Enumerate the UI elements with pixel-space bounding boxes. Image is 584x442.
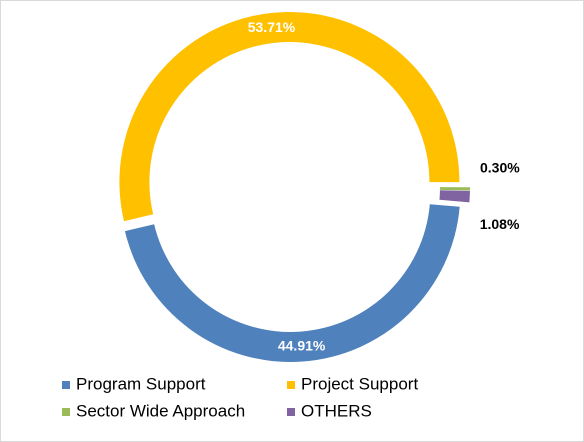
legend-swatch [287,408,295,416]
legend-swatch [62,408,70,416]
data-label: 44.91% [278,337,326,353]
donut-segment [119,12,460,222]
data-label: 1.08% [480,216,520,232]
donut-segment [439,187,470,191]
legend-swatch [287,381,295,389]
data-label: 53.71% [248,19,296,35]
legend-label: OTHERS [301,401,372,420]
legend-label: Project Support [301,374,418,393]
legend-label: Program Support [76,374,206,393]
data-label: 0.30% [480,160,520,176]
donut-segment [124,204,460,362]
legend-label: Sector Wide Approach [76,401,245,420]
legend-swatch [62,381,70,389]
donut-segment [439,190,470,203]
